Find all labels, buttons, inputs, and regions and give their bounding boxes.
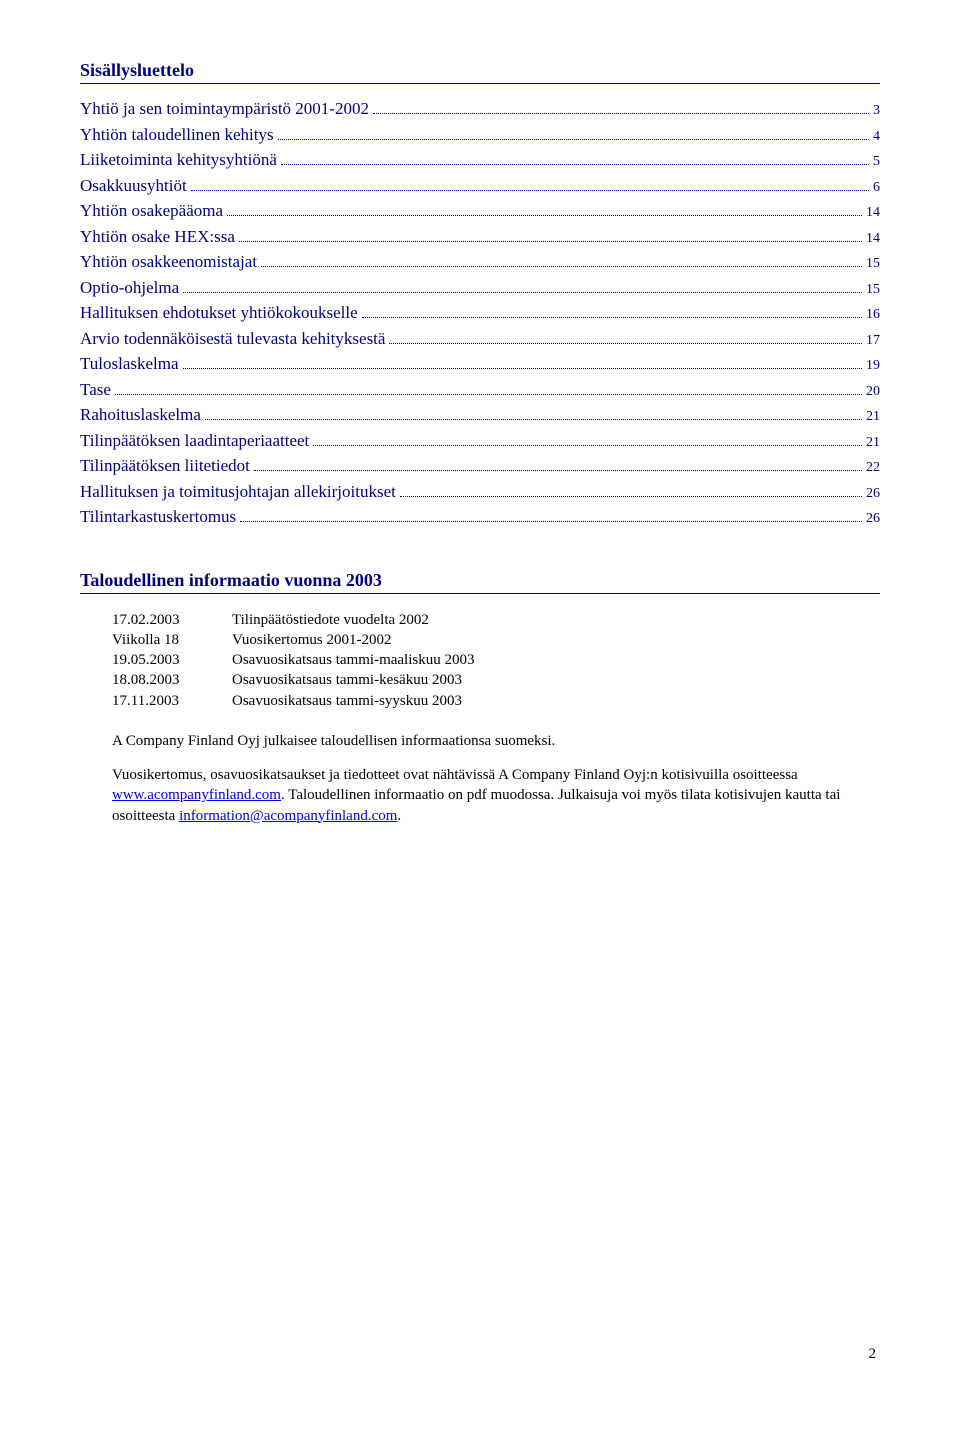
toc-title: Sisällysluettelo — [80, 60, 880, 84]
toc-page: 3 — [873, 100, 880, 121]
toc-label: Yhtiö ja sen toimintaympäristö 2001-2002 — [80, 96, 369, 122]
schedule-date: 17.11.2003 — [112, 691, 232, 711]
toc-row[interactable]: Liiketoiminta kehitysyhtiönä 5 — [80, 147, 880, 173]
schedule-desc: Osavuosikatsaus tammi-syyskuu 2003 — [232, 691, 462, 711]
info-paragraph-2: Vuosikertomus, osavuosikatsaukset ja tie… — [112, 765, 880, 826]
schedule-block: 17.02.2003Tilinpäätöstiedote vuodelta 20… — [112, 610, 880, 711]
toc-dots — [313, 429, 862, 445]
toc-label: Yhtiön osake HEX:ssa — [80, 224, 235, 250]
toc-label: Yhtiön taloudellinen kehitys — [80, 122, 274, 148]
toc-label: Hallituksen ehdotukset yhtiökokoukselle — [80, 300, 358, 326]
toc-dots — [362, 302, 862, 318]
toc-row[interactable]: Hallituksen ja toimitusjohtajan allekirj… — [80, 479, 880, 505]
schedule-desc: Tilinpäätöstiedote vuodelta 2002 — [232, 610, 429, 630]
toc-page: 6 — [873, 177, 880, 198]
toc-row[interactable]: Yhtiö ja sen toimintaympäristö 2001-2002… — [80, 96, 880, 122]
toc-dots — [115, 378, 862, 394]
toc-label: Arvio todennäköisestä tulevasta kehityks… — [80, 326, 385, 352]
toc-list: Yhtiö ja sen toimintaympäristö 2001-2002… — [80, 96, 880, 530]
schedule-desc: Osavuosikatsaus tammi-kesäkuu 2003 — [232, 670, 462, 690]
toc-label: Osakkuusyhtiöt — [80, 173, 187, 199]
toc-label: Tuloslaskelma — [80, 351, 179, 377]
toc-row[interactable]: Arvio todennäköisestä tulevasta kehityks… — [80, 326, 880, 352]
schedule-desc: Vuosikertomus 2001-2002 — [232, 630, 392, 650]
schedule-date: 17.02.2003 — [112, 610, 232, 630]
toc-page: 22 — [866, 457, 880, 478]
para2-text-c: . — [397, 808, 401, 824]
schedule-date: Viikolla 18 — [112, 630, 232, 650]
toc-page: 16 — [866, 304, 880, 325]
toc-label: Yhtiön osakepääoma — [80, 198, 223, 224]
toc-dots — [239, 225, 862, 241]
toc-dots — [191, 174, 869, 190]
toc-label: Hallituksen ja toimitusjohtajan allekirj… — [80, 479, 396, 505]
para2-text-a: Vuosikertomus, osavuosikatsaukset ja tie… — [112, 767, 798, 783]
toc-row[interactable]: Tilinpäätöksen laadintaperiaatteet 21 — [80, 428, 880, 454]
toc-dots — [205, 404, 862, 420]
toc-row[interactable]: Yhtiön taloudellinen kehitys 4 — [80, 122, 880, 148]
toc-row[interactable]: Yhtiön osakkeenomistajat 15 — [80, 249, 880, 275]
toc-page: 15 — [866, 253, 880, 274]
toc-page: 15 — [866, 279, 880, 300]
toc-dots — [373, 98, 869, 114]
toc-dots — [240, 506, 862, 522]
toc-dots — [281, 149, 869, 165]
schedule-row: 19.05.2003Osavuosikatsaus tammi-maalisku… — [112, 650, 880, 670]
schedule-row: 18.08.2003Osavuosikatsaus tammi-kesäkuu … — [112, 670, 880, 690]
table-of-contents: Sisällysluettelo Yhtiö ja sen toimintaym… — [80, 60, 880, 530]
toc-label: Liiketoiminta kehitysyhtiönä — [80, 147, 277, 173]
toc-page: 5 — [873, 151, 880, 172]
toc-row[interactable]: Rahoituslaskelma 21 — [80, 402, 880, 428]
toc-row[interactable]: Tilinpäätöksen liitetiedot 22 — [80, 453, 880, 479]
schedule-row: 17.11.2003Osavuosikatsaus tammi-syyskuu … — [112, 691, 880, 711]
financial-info-section: Taloudellinen informaatio vuonna 2003 17… — [80, 570, 880, 826]
toc-label: Tase — [80, 377, 111, 403]
toc-label: Tilintarkastuskertomus — [80, 504, 236, 530]
info-title: Taloudellinen informaatio vuonna 2003 — [80, 570, 880, 594]
toc-row[interactable]: Tuloslaskelma 19 — [80, 351, 880, 377]
toc-label: Yhtiön osakkeenomistajat — [80, 249, 257, 275]
toc-page: 26 — [866, 483, 880, 504]
schedule-desc: Osavuosikatsaus tammi-maaliskuu 2003 — [232, 650, 474, 670]
toc-page: 14 — [866, 228, 880, 249]
toc-row[interactable]: Yhtiön osakepääoma 14 — [80, 198, 880, 224]
toc-label: Rahoituslaskelma — [80, 402, 201, 428]
toc-page: 21 — [866, 432, 880, 453]
toc-dots — [183, 276, 862, 292]
toc-row[interactable]: Optio-ohjelma 15 — [80, 275, 880, 301]
toc-label: Optio-ohjelma — [80, 275, 179, 301]
toc-dots — [261, 251, 862, 267]
schedule-date: 19.05.2003 — [112, 650, 232, 670]
toc-label: Tilinpäätöksen laadintaperiaatteet — [80, 428, 309, 454]
toc-page: 21 — [866, 406, 880, 427]
schedule-row: Viikolla 18Vuosikertomus 2001-2002 — [112, 630, 880, 650]
company-website-link[interactable]: www.acompanyfinland.com — [112, 787, 281, 803]
toc-page: 14 — [866, 202, 880, 223]
schedule-row: 17.02.2003Tilinpäätöstiedote vuodelta 20… — [112, 610, 880, 630]
toc-dots — [400, 480, 862, 496]
toc-dots — [254, 455, 862, 471]
info-paragraph-1: A Company Finland Oyj julkaisee taloudel… — [112, 731, 880, 751]
toc-page: 17 — [866, 330, 880, 351]
toc-page: 26 — [866, 508, 880, 529]
company-email-link[interactable]: information@acompanyfinland.com — [179, 808, 397, 824]
toc-row[interactable]: Hallituksen ehdotukset yhtiökokoukselle 1… — [80, 300, 880, 326]
toc-dots — [183, 353, 862, 369]
schedule-date: 18.08.2003 — [112, 670, 232, 690]
toc-row[interactable]: Osakkuusyhtiöt 6 — [80, 173, 880, 199]
toc-label: Tilinpäätöksen liitetiedot — [80, 453, 250, 479]
toc-row[interactable]: Tase 20 — [80, 377, 880, 403]
page-number: 2 — [80, 1346, 880, 1363]
toc-row[interactable]: Yhtiön osake HEX:ssa 14 — [80, 224, 880, 250]
toc-page: 19 — [866, 355, 880, 376]
toc-page: 4 — [873, 126, 880, 147]
toc-dots — [227, 200, 862, 216]
toc-row[interactable]: Tilintarkastuskertomus 26 — [80, 504, 880, 530]
toc-dots — [278, 123, 869, 139]
toc-page: 20 — [866, 381, 880, 402]
toc-dots — [389, 327, 862, 343]
